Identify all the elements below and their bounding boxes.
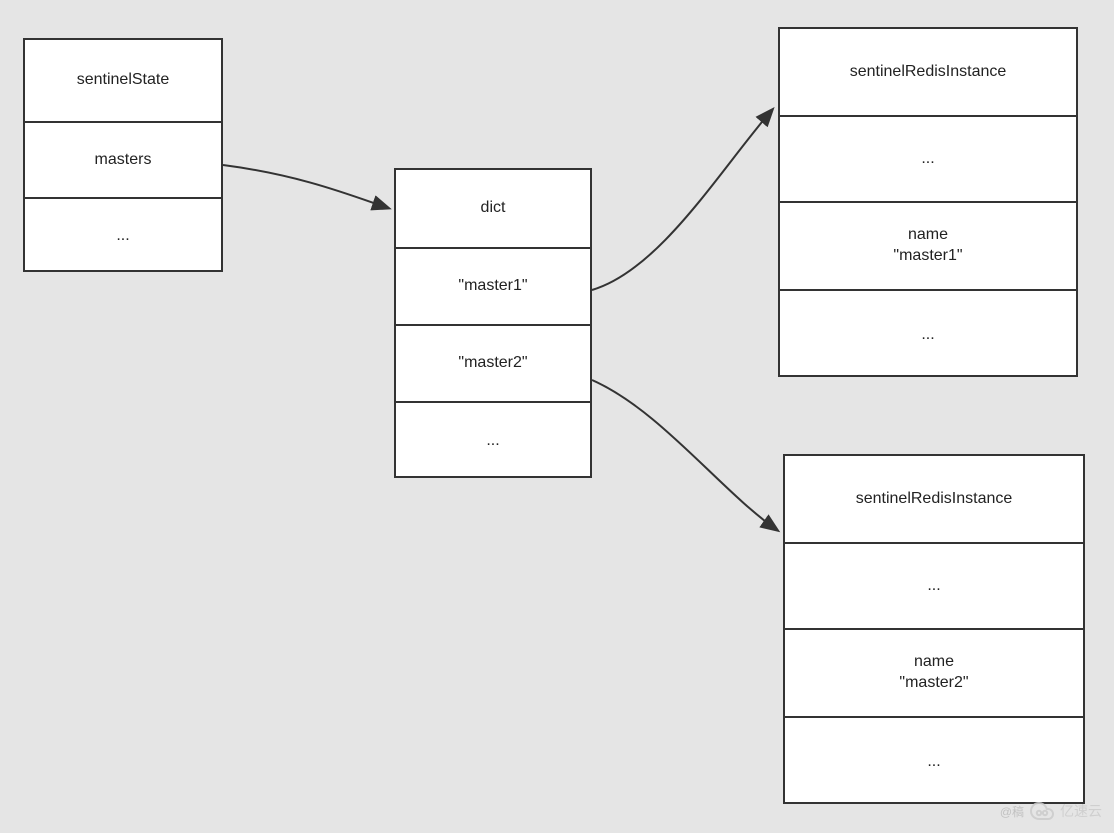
watermark-brand-text: 亿速云 [1060, 801, 1102, 821]
node-instance-1: sentinelRedisInstance ... name "master1"… [778, 27, 1078, 377]
watermark-at-text: @稿 [1000, 803, 1024, 820]
cell-instance2-ellipsis-b: ... [785, 718, 1083, 806]
cell-instance1-ellipsis-a: ... [780, 117, 1076, 203]
node-instance-2: sentinelRedisInstance ... name "master2"… [783, 454, 1085, 804]
cell-sentinel-state-title: sentinelState [25, 40, 221, 123]
cloud-icon [1030, 799, 1054, 823]
cell-ellipsis-2: ... [396, 403, 590, 480]
watermark: @稿 亿速云 [1000, 799, 1102, 823]
edge-masters-to-dict [223, 165, 388, 208]
cell-instance2-title: sentinelRedisInstance [785, 456, 1083, 544]
cell-instance1-ellipsis-b: ... [780, 291, 1076, 379]
cell-master2-key: "master2" [396, 326, 590, 403]
cell-instance1-name: name "master1" [780, 203, 1076, 291]
cell-instance2-name: name "master2" [785, 630, 1083, 718]
node-dict: dict "master1" "master2" ... [394, 168, 592, 478]
node-sentinel-state: sentinelState masters ... [23, 38, 223, 272]
cell-masters: masters [25, 123, 221, 199]
cell-ellipsis-1: ... [25, 199, 221, 274]
edge-master2-to-instance2 [592, 380, 777, 530]
cell-dict-title: dict [396, 170, 590, 249]
cell-instance1-title: sentinelRedisInstance [780, 29, 1076, 117]
edge-master1-to-instance1 [592, 110, 772, 290]
cell-instance2-ellipsis-a: ... [785, 544, 1083, 630]
cell-master1-key: "master1" [396, 249, 590, 326]
